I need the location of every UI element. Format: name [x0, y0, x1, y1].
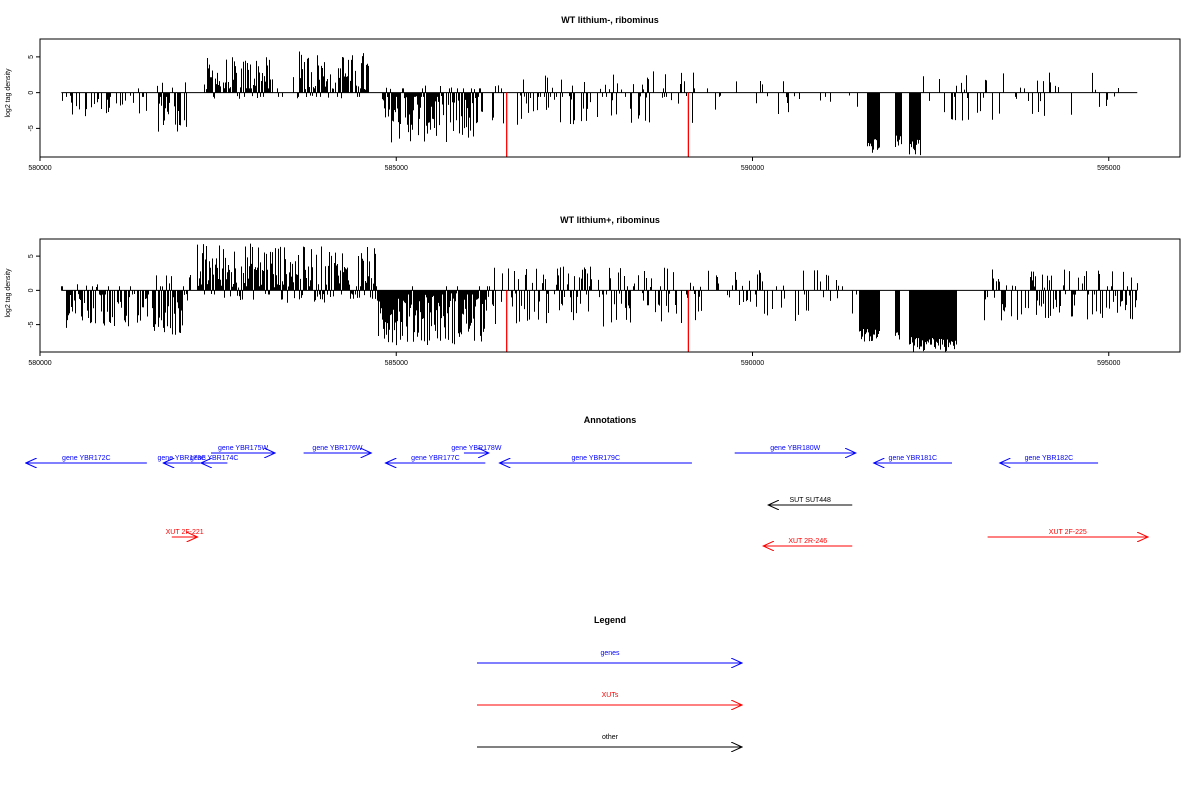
- red-markers: [506, 290, 690, 352]
- x-tick-label: 590000: [741, 165, 764, 172]
- panel-title: WT lithium-, ribominus: [561, 15, 659, 25]
- density-bars: [62, 51, 1119, 156]
- x-axis-ticks: 580000 585000 590000 595000: [28, 157, 1121, 172]
- y-tick-label: -5: [28, 125, 35, 131]
- feature-label: SUT SUT448: [789, 497, 831, 504]
- density-bars: [61, 243, 1138, 352]
- plot-frame: [39, 38, 1181, 158]
- feature-label: gene YBR175W: [218, 445, 268, 452]
- feature-label: gene YBR180W: [770, 445, 820, 452]
- y-tick-label: 5: [28, 55, 35, 59]
- feature-label: gene YBR176W: [312, 445, 362, 452]
- feature-label: gene YBR182C: [1025, 455, 1074, 462]
- feature-label: gene YBR177C: [411, 455, 460, 462]
- legend-items: genes XUTs other: [477, 650, 742, 747]
- feature-label: XUT 2F-221: [166, 529, 204, 536]
- x-axis-ticks: 580000 585000 590000 595000: [28, 352, 1121, 367]
- x-tick-label: 590000: [741, 360, 764, 367]
- annotations-panel: Annotations gene YBR172C gene YBR173Cgene…: [26, 415, 1148, 546]
- y-tick-label: -5: [28, 321, 35, 327]
- red-markers: [506, 92, 690, 157]
- x-tick-label: 580000: [28, 360, 51, 367]
- legend-label: other: [602, 734, 619, 741]
- x-tick-label: 585000: [385, 165, 408, 172]
- annotations-title: Annotations: [584, 415, 637, 425]
- y-axis-label: log2 tag density: [5, 68, 12, 118]
- plot-frame: [39, 238, 1181, 353]
- y-axis-ticks: 5 0 -5: [28, 254, 40, 328]
- y-axis-label: log2 tag density: [5, 268, 12, 318]
- feature-label: gene YBR181C: [889, 455, 938, 462]
- y-tick-label: 0: [28, 288, 35, 292]
- feature-label: gene YBR172C: [62, 455, 111, 462]
- legend-label: XUTs: [602, 692, 619, 699]
- y-tick-label: 0: [28, 91, 35, 95]
- x-tick-label: 580000: [28, 165, 51, 172]
- legend-title: Legend: [594, 615, 626, 625]
- legend: Legend genes XUTs other: [477, 615, 742, 747]
- feature-label: gene YBR178W: [451, 445, 501, 452]
- y-tick-label: 5: [28, 254, 35, 258]
- feature-label: XUT 2R-246: [788, 538, 827, 545]
- panel-title: WT lithium+, ribominus: [560, 215, 660, 225]
- feature-label: XUT 2F-225: [1049, 529, 1087, 536]
- panel-wt-lithium-plus: WT lithium+, ribominus log2 tag density …: [5, 215, 1181, 367]
- x-tick-label: 585000: [385, 360, 408, 367]
- legend-label: genes: [600, 650, 620, 657]
- y-axis-ticks: 5 0 -5: [28, 55, 40, 132]
- feature-label: gene YBR174C: [190, 455, 239, 462]
- feature-label: gene YBR173C: [158, 455, 207, 462]
- x-tick-label: 595000: [1097, 360, 1120, 367]
- feature-label: gene YBR179C: [571, 455, 620, 462]
- x-tick-label: 595000: [1097, 165, 1120, 172]
- panel-wt-lithium-minus: WT lithium-, ribominus log2 tag density …: [5, 15, 1181, 172]
